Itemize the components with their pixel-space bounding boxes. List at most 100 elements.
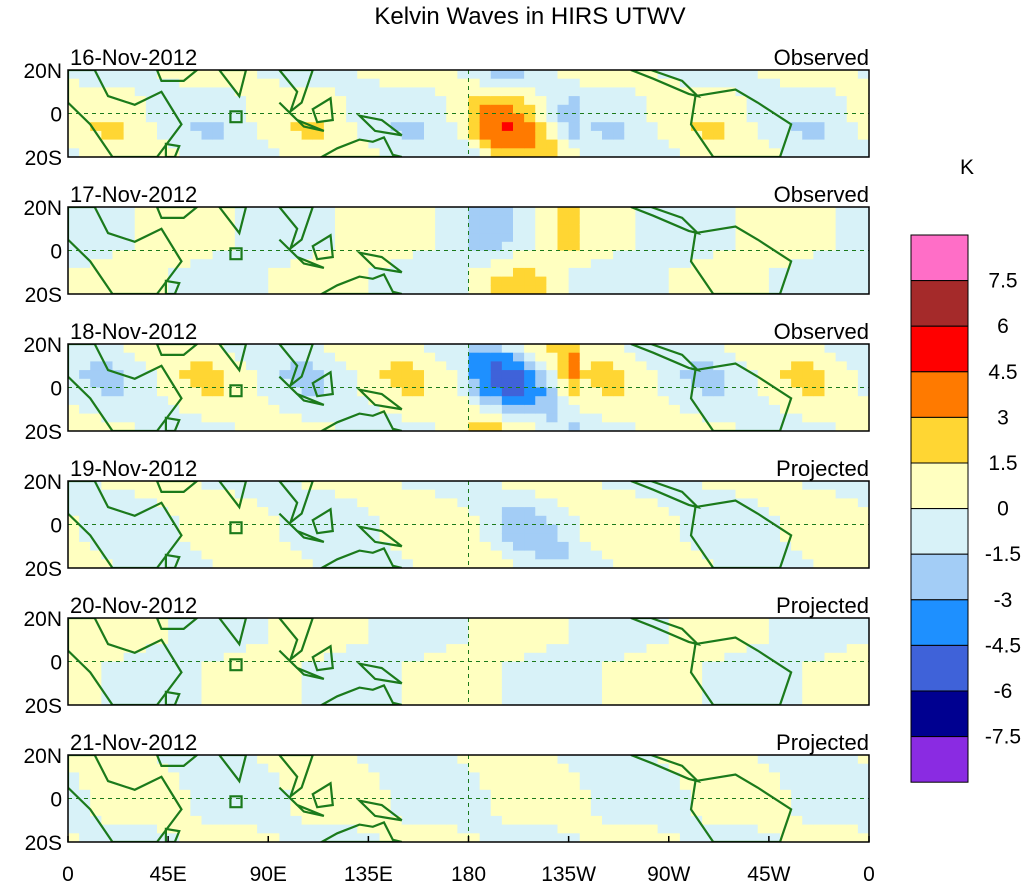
field-cell (379, 644, 392, 654)
field-cell (457, 276, 469, 286)
field-cell (346, 661, 358, 671)
field-cell (390, 78, 403, 88)
field-cell (346, 352, 358, 362)
panel-date: 21-Nov-2012 (70, 730, 197, 755)
field-cell (679, 524, 692, 534)
field-cell (624, 652, 636, 662)
field-cell (323, 276, 336, 286)
y-tick-label: 0 (50, 241, 62, 264)
field-cell (234, 104, 247, 114)
field-cell (424, 524, 436, 534)
field-cell (457, 798, 469, 808)
field-cell (813, 652, 825, 662)
field-cell (79, 644, 91, 654)
field-cell (546, 789, 558, 799)
field-cell (257, 824, 269, 834)
field-cell (257, 276, 269, 286)
field-cell (657, 670, 670, 680)
field-cell (112, 824, 125, 834)
field-cell (279, 755, 291, 765)
field-cell (190, 344, 202, 354)
field-cell (379, 96, 392, 106)
field-cell (568, 541, 581, 552)
field-cell (702, 352, 714, 362)
field-cell (857, 370, 869, 380)
field-cell (335, 344, 347, 354)
field-cell (101, 824, 113, 834)
field-cell (90, 644, 102, 654)
field-cell (179, 807, 191, 817)
field-cell (101, 781, 113, 791)
field-cell (179, 70, 191, 80)
field-cell (101, 104, 113, 114)
field-cell (679, 122, 692, 132)
field-cell (679, 387, 692, 397)
field-cell (112, 626, 125, 636)
field-cell (824, 104, 837, 114)
field-cell (134, 696, 147, 705)
field-cell (624, 370, 636, 380)
field-cell (835, 524, 848, 534)
field-cell (335, 422, 347, 431)
field-cell (212, 644, 225, 654)
field-cell (401, 139, 414, 149)
field-cell (691, 285, 703, 294)
field-cell (246, 104, 258, 114)
field-cell (702, 78, 714, 88)
field-cell (568, 789, 581, 799)
field-cell (713, 798, 725, 808)
field-cell (646, 361, 659, 371)
field-cell (401, 250, 414, 260)
field-cell (579, 498, 592, 508)
field-cell (679, 618, 692, 628)
field-cell (757, 489, 770, 499)
field-cell (179, 670, 191, 680)
field-cell (368, 70, 380, 80)
field-cell (79, 224, 91, 234)
field-cell (691, 559, 703, 568)
field-cell (179, 404, 191, 415)
field-cell (446, 404, 458, 415)
field-cell (646, 130, 659, 141)
field-cell (746, 824, 759, 834)
field-cell (157, 267, 169, 278)
field-cell (223, 267, 236, 278)
field-cell (479, 559, 492, 568)
field-cell (746, 807, 759, 817)
field-cell (212, 515, 225, 525)
field-cell (268, 370, 280, 380)
field-cell (579, 113, 592, 123)
field-cell (557, 489, 570, 499)
field-cell (646, 396, 659, 406)
field-cell (791, 781, 803, 791)
field-cell (401, 678, 414, 689)
field-cell (268, 524, 280, 534)
field-cell (168, 241, 180, 251)
field-cell (713, 96, 725, 106)
field-cell (768, 87, 781, 97)
field-cell (379, 215, 392, 225)
field-cell (668, 824, 681, 834)
field-cell (357, 541, 369, 552)
field-cell (424, 781, 436, 791)
field-cell (145, 644, 158, 654)
field-cell (757, 276, 770, 286)
field-cell (713, 781, 725, 791)
field-cell (546, 815, 558, 826)
field-cell (190, 378, 202, 388)
field-cell (568, 276, 581, 286)
field-cell (824, 130, 837, 141)
field-cell (846, 387, 859, 397)
field-cell (691, 87, 703, 97)
field-cell (679, 824, 692, 834)
field-cell (223, 233, 236, 243)
field-cell (780, 661, 792, 671)
field-cell (157, 833, 169, 842)
field-cell (179, 413, 191, 423)
coastline (155, 755, 199, 767)
field-cell (535, 687, 547, 697)
field-cell (201, 498, 214, 508)
field-cell (724, 70, 736, 80)
field-cell (691, 361, 703, 371)
field-cell (290, 670, 303, 680)
